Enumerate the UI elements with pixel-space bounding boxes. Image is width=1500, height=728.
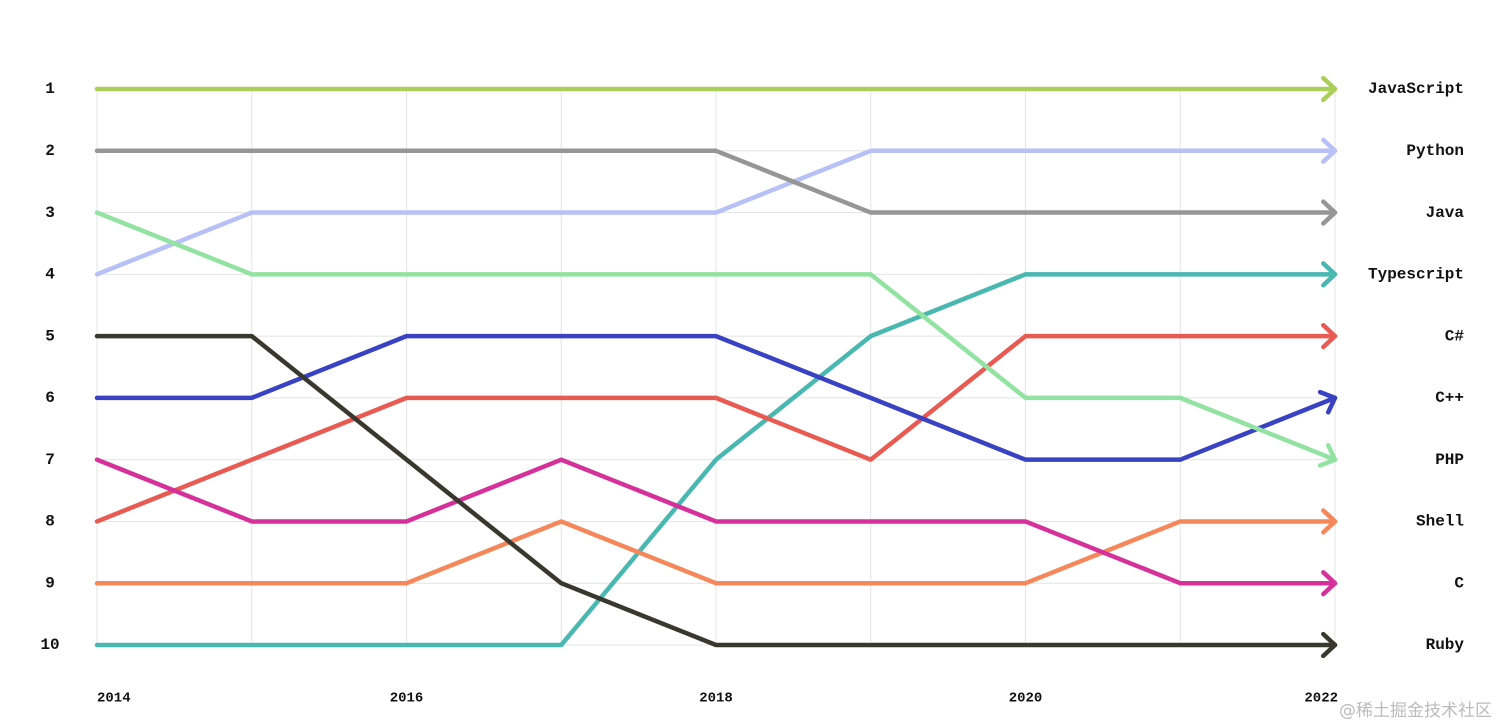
series-line bbox=[94, 333, 1338, 524]
arrow-head bbox=[1317, 442, 1338, 468]
series-line bbox=[94, 148, 1338, 277]
arrow-head bbox=[1321, 261, 1338, 288]
arrow-head bbox=[1321, 137, 1338, 164]
x-tick-label: 2020 bbox=[1009, 691, 1043, 707]
series-line bbox=[94, 148, 1338, 215]
arrow-head bbox=[1321, 508, 1338, 535]
x-tick-label: 2014 bbox=[97, 691, 131, 707]
y-tick-label: 3 bbox=[45, 204, 55, 222]
legend-label: Typescript bbox=[1368, 266, 1464, 284]
legend-label: Shell bbox=[1416, 513, 1464, 531]
y-tick-label: 6 bbox=[45, 389, 55, 407]
x-tick-label: 2016 bbox=[390, 691, 424, 707]
series-line bbox=[94, 457, 1338, 586]
series-line bbox=[94, 210, 1338, 462]
y-tick-label: 5 bbox=[45, 327, 55, 345]
arrow-head bbox=[1321, 75, 1338, 103]
y-tick-label: 10 bbox=[40, 636, 59, 654]
series-line bbox=[94, 519, 1338, 586]
arrow-head bbox=[1321, 199, 1338, 226]
y-tick-label: 2 bbox=[45, 142, 55, 160]
x-tick-label: 2022 bbox=[1304, 691, 1338, 707]
watermark: @稀土掘金技术社区 bbox=[1339, 701, 1492, 721]
y-tick-label: 1 bbox=[45, 80, 55, 98]
legend-label: C# bbox=[1445, 327, 1465, 345]
arrow-head bbox=[1321, 570, 1338, 597]
legend-label: JavaScript bbox=[1368, 80, 1464, 98]
y-tick-label: 9 bbox=[45, 574, 55, 592]
y-tick-label: 8 bbox=[45, 513, 55, 531]
y-tick-label: 7 bbox=[45, 451, 55, 469]
legend-label: Java bbox=[1426, 204, 1465, 222]
legend-label: C++ bbox=[1435, 389, 1464, 407]
series-line bbox=[94, 272, 1338, 648]
legend-label: C bbox=[1454, 574, 1464, 592]
legend-label: Ruby bbox=[1426, 636, 1465, 654]
x-tick-label: 2018 bbox=[699, 691, 733, 707]
legend-label: PHP bbox=[1435, 451, 1464, 469]
series-line bbox=[94, 333, 1338, 648]
arrow-head bbox=[1317, 389, 1338, 415]
arrow-head bbox=[1321, 631, 1338, 659]
y-tick-label: 4 bbox=[45, 266, 55, 284]
arrow-head bbox=[1321, 322, 1338, 350]
legend-label: Python bbox=[1406, 142, 1464, 160]
